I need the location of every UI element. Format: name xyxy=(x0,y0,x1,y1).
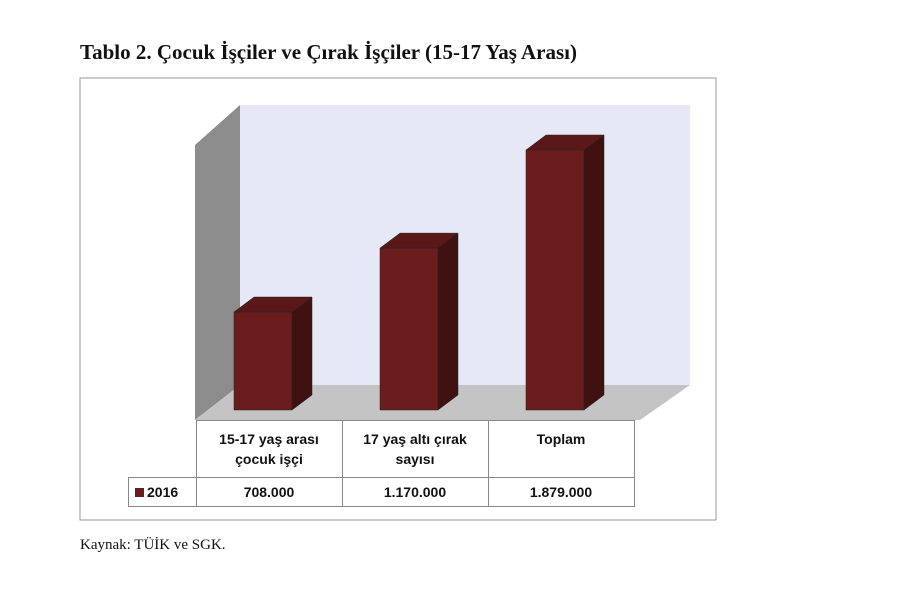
bar-side xyxy=(291,296,313,411)
chart-title: Tablo 2. Çocuk İşçiler ve Çırak İşçiler … xyxy=(80,40,577,64)
category-label: Toplam xyxy=(487,420,635,478)
value-label: 1.170.000 xyxy=(341,477,489,507)
bar xyxy=(233,311,293,411)
data-table: 15-17 yaş arası çocuk işçi 17 yaş altı çı… xyxy=(128,420,635,507)
category-label: 15-17 yaş arası çocuk işçi xyxy=(195,420,343,478)
value-label: 708.000 xyxy=(195,477,343,507)
legend-swatch xyxy=(135,488,144,497)
header-row: 15-17 yaş arası çocuk işçi 17 yaş altı çı… xyxy=(129,420,635,478)
bar xyxy=(379,247,439,411)
chart-frame xyxy=(79,77,717,521)
side-wall xyxy=(195,105,240,420)
legend-cell: 2016 xyxy=(128,477,197,507)
bar-side xyxy=(437,232,459,411)
bar xyxy=(525,149,585,411)
legend-label: 2016 xyxy=(147,484,179,500)
data-row: 2016 708.000 1.170.000 1.879.000 xyxy=(128,477,635,507)
bar-side xyxy=(583,134,605,411)
value-label: 1.879.000 xyxy=(487,477,635,507)
source-note: Kaynak: TÜİK ve SGK. xyxy=(80,537,226,553)
category-label: 17 yaş altı çırak sayısı xyxy=(341,420,489,478)
empty-cell xyxy=(129,421,197,478)
